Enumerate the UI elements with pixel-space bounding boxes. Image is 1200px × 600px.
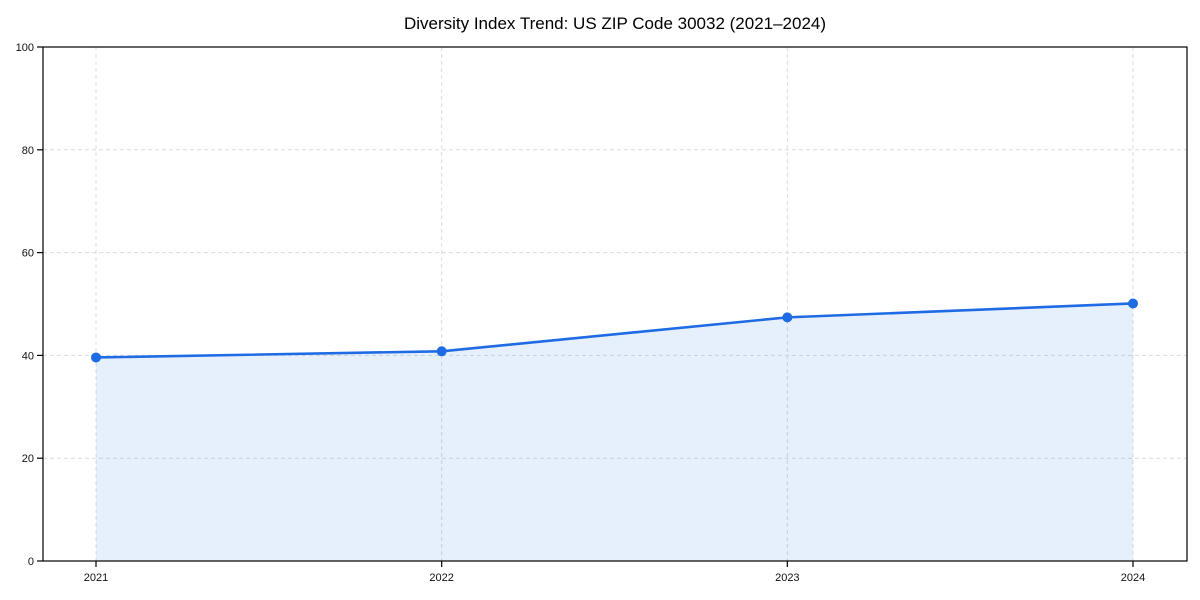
x-tick-label: 2023 (775, 572, 799, 584)
x-tick-label: 2022 (429, 572, 453, 584)
y-tick-label: 80 (22, 145, 34, 157)
data-point (1128, 298, 1138, 309)
trend-line (94, 302, 1135, 359)
y-tick-label: 60 (22, 248, 34, 260)
y-tick-label: 20 (22, 453, 34, 465)
y-tick-label: 40 (22, 350, 34, 362)
x-tick-label: 2024 (1121, 572, 1145, 584)
plot-area: 0 20 40 60 80 100 2021 2022 2023 2024 (16, 42, 1188, 584)
axes-spines (42, 46, 1188, 562)
data-point (91, 352, 101, 363)
area-fill (96, 303, 1133, 561)
data-point (436, 346, 447, 357)
y-tick-label: 0 (28, 556, 34, 568)
x-tick-label: 2021 (84, 572, 108, 584)
data-point (782, 312, 793, 323)
y-tick-label: 100 (16, 42, 34, 54)
chart-title: Diversity Index Trend: US ZIP Code 30032… (404, 14, 826, 33)
